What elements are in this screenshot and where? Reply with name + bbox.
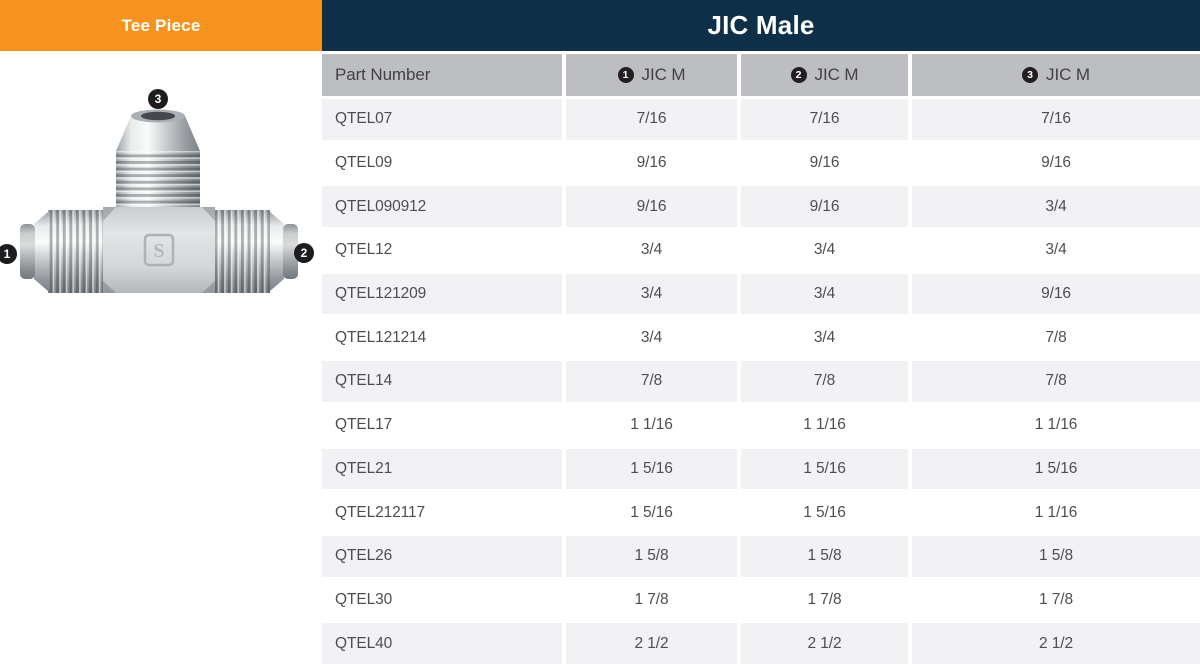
part-number-cell: QTEL212117 — [322, 492, 562, 533]
badge-1-icon: 1 — [617, 67, 634, 83]
value-cell: 2 1/2 — [912, 623, 1200, 664]
column-header-jic-3: 3 JIC M — [912, 54, 1200, 96]
column-header-label: Part Number — [335, 65, 431, 84]
value-cell: 3/4 — [741, 230, 908, 271]
value-cell: 2 1/2 — [566, 623, 737, 664]
part-number-cell: QTEL090912 — [322, 186, 562, 228]
value-cell: 2 1/2 — [741, 623, 908, 664]
value-cell: 1 5/16 — [912, 448, 1200, 490]
value-cell: 7/16 — [912, 99, 1200, 140]
value-cell: 1 5/16 — [741, 448, 908, 490]
table-row: QTEL17 1 1/16 1 1/16 1 1/16 — [322, 404, 1200, 446]
table-row: QTEL14 7/8 7/8 7/8 — [322, 361, 1200, 402]
value-cell: 9/16 — [912, 273, 1200, 315]
left-panel: Tee Piece — [0, 0, 322, 664]
product-title-bar: Tee Piece — [0, 0, 322, 51]
table-title-bar: JIC Male — [322, 0, 1200, 51]
value-cell: 1 5/16 — [741, 492, 908, 533]
value-cell: 7/8 — [566, 361, 737, 402]
value-cell: 1 1/16 — [912, 404, 1200, 446]
column-header-jic-2: 2 JIC M — [741, 54, 908, 96]
part-number-cell: QTEL121209 — [322, 273, 562, 315]
value-cell: 7/8 — [912, 317, 1200, 359]
table-row: QTEL21 1 5/16 1 5/16 1 5/16 — [322, 448, 1200, 490]
callout-1-badge: 1 — [0, 244, 17, 264]
value-cell: 7/8 — [912, 361, 1200, 402]
value-cell: 7/16 — [566, 99, 737, 140]
table-row: QTEL12 3/4 3/4 3/4 — [322, 230, 1200, 271]
column-header-jic-1: 1 JIC M — [566, 54, 737, 96]
tee-fitting-image: S — [20, 109, 298, 293]
table-row: QTEL121209 3/4 3/4 9/16 — [322, 273, 1200, 315]
part-number-cell: QTEL09 — [322, 142, 562, 184]
part-number-cell: QTEL07 — [322, 99, 562, 140]
column-header-label: JIC M — [1046, 65, 1090, 84]
table-title: JIC Male — [707, 10, 815, 40]
parts-table: Part Number 1 JIC M 2 JIC M 3 JIC M QTEL… — [322, 54, 1200, 664]
product-image-area: S 1 2 3 — [0, 51, 322, 664]
column-header-part-number: Part Number — [322, 54, 562, 96]
value-cell: 3/4 — [566, 317, 737, 359]
value-cell: 7/16 — [741, 99, 908, 140]
stamped-logo-icon — [143, 233, 175, 267]
value-cell: 9/16 — [741, 142, 908, 184]
value-cell: 1 5/8 — [741, 535, 908, 577]
callout-2-badge: 2 — [294, 243, 314, 263]
value-cell: 3/4 — [741, 317, 908, 359]
table-row: QTEL26 1 5/8 1 5/8 1 5/8 — [322, 535, 1200, 577]
value-cell: 7/8 — [741, 361, 908, 402]
part-number-cell: QTEL30 — [322, 579, 562, 621]
value-cell: 1 5/8 — [912, 535, 1200, 577]
product-title: Tee Piece — [121, 15, 201, 35]
part-number-cell: QTEL121214 — [322, 317, 562, 359]
value-cell: 1 5/16 — [566, 448, 737, 490]
part-number-cell: QTEL17 — [322, 404, 562, 446]
value-cell: 9/16 — [741, 186, 908, 228]
column-header-label: JIC M — [641, 65, 686, 84]
part-number-cell: QTEL12 — [322, 230, 562, 271]
value-cell: 9/16 — [912, 142, 1200, 184]
value-cell: 1 7/8 — [566, 579, 737, 621]
table-row: QTEL121214 3/4 3/4 7/8 — [322, 317, 1200, 359]
value-cell: 1 1/16 — [741, 404, 908, 446]
value-cell: 3/4 — [741, 273, 908, 315]
table-header-row: Part Number 1 JIC M 2 JIC M 3 JIC M — [322, 54, 1200, 96]
value-cell: 9/16 — [566, 142, 737, 184]
table-row: QTEL09 9/16 9/16 9/16 — [322, 142, 1200, 184]
svg-text:S: S — [153, 240, 164, 262]
callout-3-badge: 3 — [148, 89, 168, 109]
part-number-cell: QTEL14 — [322, 361, 562, 402]
value-cell: 3/4 — [912, 186, 1200, 228]
part-number-cell: QTEL26 — [322, 535, 562, 577]
value-cell: 1 1/16 — [566, 404, 737, 446]
badge-2-icon: 2 — [790, 67, 807, 83]
part-number-cell: QTEL40 — [322, 623, 562, 664]
right-panel: JIC Male Part Number 1 JIC M 2 JIC M 3 J… — [322, 0, 1200, 664]
table-row: QTEL40 2 1/2 2 1/2 2 1/2 — [322, 623, 1200, 664]
table-row: QTEL090912 9/16 9/16 3/4 — [322, 186, 1200, 228]
part-number-cell: QTEL21 — [322, 448, 562, 490]
value-cell: 1 7/8 — [741, 579, 908, 621]
value-cell: 1 1/16 — [912, 492, 1200, 533]
value-cell: 1 5/8 — [566, 535, 737, 577]
value-cell: 1 5/16 — [566, 492, 737, 533]
column-header-label: JIC M — [814, 65, 859, 84]
table-row: QTEL30 1 7/8 1 7/8 1 7/8 — [322, 579, 1200, 621]
value-cell: 3/4 — [912, 230, 1200, 271]
value-cell: 3/4 — [566, 230, 737, 271]
table-row: QTEL212117 1 5/16 1 5/16 1 1/16 — [322, 492, 1200, 533]
value-cell: 9/16 — [566, 186, 737, 228]
value-cell: 3/4 — [566, 273, 737, 315]
table-row: QTEL07 7/16 7/16 7/16 — [322, 99, 1200, 140]
badge-3-icon: 3 — [1022, 67, 1039, 83]
value-cell: 1 7/8 — [912, 579, 1200, 621]
